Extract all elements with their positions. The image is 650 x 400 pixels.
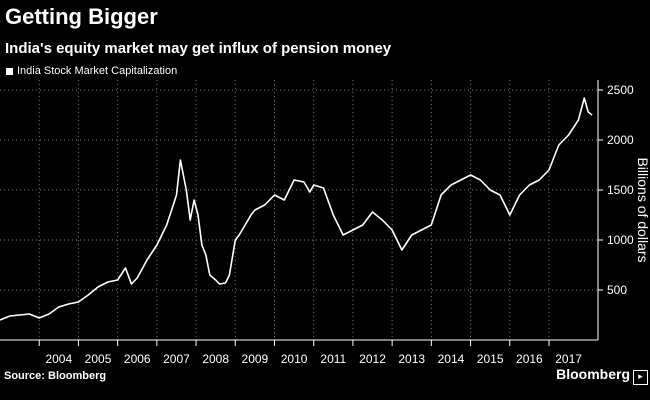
x-tick-label: 2009	[242, 352, 269, 366]
x-tick-label: 2017	[555, 352, 582, 366]
brand-logo-text: Bloomberg	[556, 366, 630, 382]
x-tick-label: 2007	[163, 352, 190, 366]
x-tick-label: 2012	[359, 352, 386, 366]
y-tick-label: 500	[607, 283, 627, 297]
y-tick-label: 1500	[607, 183, 634, 197]
x-tick-label: 2014	[438, 352, 465, 366]
y-tick-label: 1000	[607, 233, 634, 247]
x-tick-label: 2008	[202, 352, 229, 366]
source-note: Source: Bloomberg	[4, 370, 107, 382]
x-tick-label: 2006	[124, 352, 151, 366]
x-tick-label: 2011	[320, 352, 346, 366]
y-tick-label: 2500	[607, 83, 634, 97]
legend-swatch	[6, 67, 13, 75]
series-line	[0, 97, 593, 321]
x-tick-label: 2010	[281, 352, 308, 366]
chart-subtitle: India's equity market may get influx of …	[5, 40, 392, 57]
x-tick-label: 2005	[85, 352, 112, 366]
chart-title: Getting Bigger	[5, 4, 158, 29]
legend: India Stock Market Capitalization	[6, 65, 177, 77]
x-tick-label: 2016	[516, 352, 543, 366]
y-axis-label: Billions of dollars	[635, 157, 650, 262]
bloomberg-terminal-icon: ▸	[633, 370, 648, 385]
x-tick-label: 2013	[398, 352, 425, 366]
x-tick-label: 2015	[477, 352, 504, 366]
legend-label: India Stock Market Capitalization	[17, 65, 178, 77]
y-tick-label: 2000	[607, 133, 634, 147]
x-tick-label: 2004	[45, 352, 72, 366]
